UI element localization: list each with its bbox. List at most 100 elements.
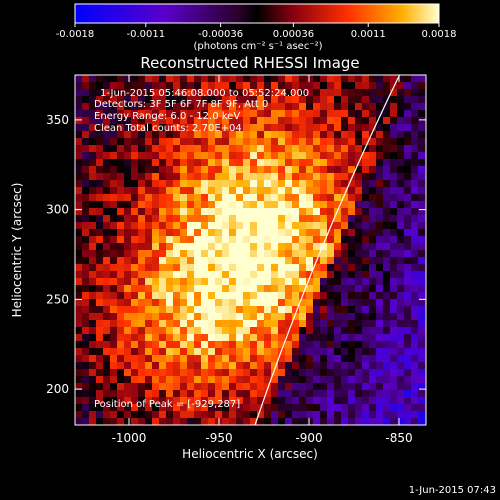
heatmap-cell <box>180 159 188 167</box>
heatmap-cell <box>222 180 230 188</box>
heatmap-cell <box>96 110 104 118</box>
heatmap-cell <box>194 285 202 293</box>
heatmap-cell <box>320 96 328 104</box>
heatmap-cell <box>334 334 342 342</box>
heatmap-cell <box>131 376 139 384</box>
heatmap-cell <box>278 208 286 216</box>
heatmap-cell <box>75 131 83 139</box>
heatmap-cell <box>208 159 216 167</box>
heatmap-cell <box>271 306 279 314</box>
heatmap-cell <box>306 159 314 167</box>
heatmap-cell <box>243 215 251 223</box>
heatmap-cell <box>264 278 272 286</box>
heatmap-cell <box>362 292 370 300</box>
heatmap-cell <box>264 348 272 356</box>
heatmap-cell <box>201 250 209 258</box>
heatmap-cell <box>159 222 167 230</box>
heatmap-cell <box>341 215 349 223</box>
heatmap-cell <box>257 383 265 391</box>
heatmap-cell <box>131 96 139 104</box>
heatmap-cell <box>236 124 244 132</box>
heatmap-cell <box>320 117 328 125</box>
heatmap-cell <box>418 89 426 97</box>
heatmap-cell <box>243 334 251 342</box>
heatmap-cell <box>96 117 104 125</box>
heatmap-cell <box>243 138 251 146</box>
heatmap-cell <box>236 299 244 307</box>
heatmap-cell <box>201 306 209 314</box>
heatmap-cell <box>411 96 419 104</box>
heatmap-cell <box>334 327 342 335</box>
heatmap-cell <box>117 306 125 314</box>
heatmap-cell <box>180 138 188 146</box>
heatmap-cell <box>320 124 328 132</box>
heatmap-cell <box>152 243 160 251</box>
heatmap-cell <box>383 236 391 244</box>
heatmap-cell <box>285 320 293 328</box>
heatmap-cell <box>110 208 118 216</box>
heatmap-cell <box>96 390 104 398</box>
heatmap-cell <box>397 110 405 118</box>
heatmap-cell <box>229 166 237 174</box>
heatmap-cell <box>194 327 202 335</box>
heatmap-cell <box>159 208 167 216</box>
heatmap-cell <box>369 306 377 314</box>
heatmap-cell <box>271 89 279 97</box>
heatmap-cell <box>124 131 132 139</box>
heatmap-cell <box>229 208 237 216</box>
heatmap-cell <box>362 278 370 286</box>
heatmap-cell <box>145 201 153 209</box>
heatmap-cell <box>159 278 167 286</box>
heatmap-cell <box>334 124 342 132</box>
heatmap-cell <box>376 299 384 307</box>
heatmap-cell <box>110 215 118 223</box>
heatmap-cell <box>110 334 118 342</box>
heatmap-cell <box>145 292 153 300</box>
heatmap-cell <box>271 355 279 363</box>
heatmap-cell <box>138 299 146 307</box>
heatmap-cell <box>208 236 216 244</box>
heatmap-cell <box>271 271 279 279</box>
heatmap-cell <box>376 418 384 425</box>
heatmap-cell <box>362 222 370 230</box>
heatmap-cell <box>82 152 90 160</box>
heatmap-cell <box>117 348 125 356</box>
heatmap-cell <box>397 124 405 132</box>
heatmap-cell <box>243 383 251 391</box>
heatmap-cell <box>285 166 293 174</box>
heatmap-cell <box>271 257 279 265</box>
heatmap-cell <box>355 124 363 132</box>
heatmap-cell <box>187 278 195 286</box>
heatmap-cell <box>229 103 237 111</box>
heatmap-cell <box>278 376 286 384</box>
heatmap-cell <box>418 278 426 286</box>
heatmap-cell <box>264 355 272 363</box>
heatmap-cell <box>257 376 265 384</box>
heatmap-cell <box>96 236 104 244</box>
heatmap-cell <box>201 369 209 377</box>
heatmap-cell <box>215 341 223 349</box>
heatmap-cell <box>320 306 328 314</box>
heatmap-cell <box>145 159 153 167</box>
heatmap-cell <box>117 334 125 342</box>
heatmap-cell <box>376 271 384 279</box>
heatmap-cell <box>285 75 293 83</box>
heatmap-cell <box>390 194 398 202</box>
heatmap-cell <box>334 145 342 153</box>
heatmap-cell <box>397 180 405 188</box>
heatmap-cell <box>264 110 272 118</box>
heatmap-cell <box>250 96 258 104</box>
heatmap-cell <box>173 355 181 363</box>
heatmap-cell <box>82 383 90 391</box>
heatmap-cell <box>187 383 195 391</box>
heatmap-cell <box>257 222 265 230</box>
heatmap-cell <box>145 194 153 202</box>
heatmap-cell <box>82 299 90 307</box>
heatmap-cell <box>138 250 146 258</box>
heatmap-cell <box>250 124 258 132</box>
heatmap-cell <box>152 124 160 132</box>
heatmap-cell <box>376 313 384 321</box>
heatmap-cell <box>124 299 132 307</box>
heatmap-cell <box>411 201 419 209</box>
heatmap-cell <box>250 222 258 230</box>
